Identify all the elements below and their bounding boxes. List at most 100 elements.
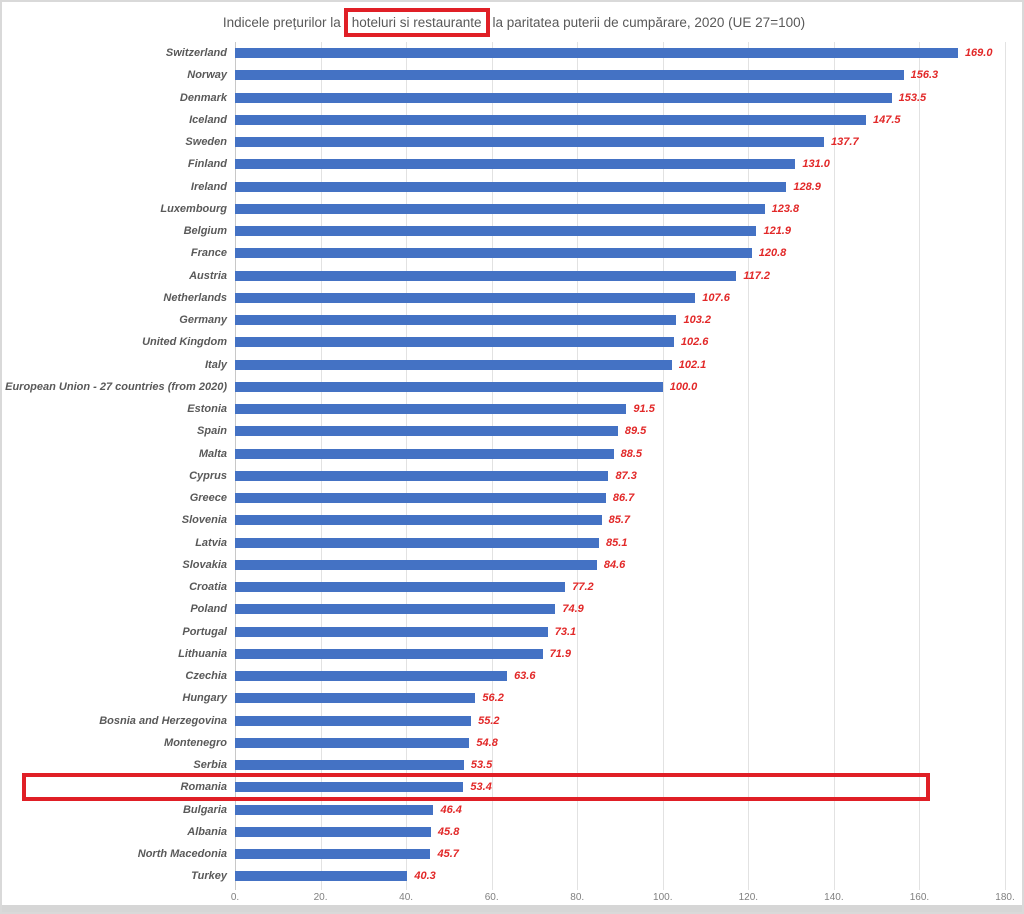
- category-label: Finland: [187, 158, 227, 171]
- bar: [235, 159, 796, 170]
- chart-row: Estonia 91.5: [2, 398, 1024, 420]
- chart-row: Finland 131.0: [2, 153, 1024, 175]
- value-label: 55.2: [478, 714, 500, 727]
- bottom-border-strip: [2, 905, 1022, 912]
- bar-track: 88.5: [235, 443, 1005, 465]
- bar-track: 45.7: [235, 843, 1005, 865]
- gridline: [320, 42, 322, 890]
- category-label: Bosnia and Herzegovina: [99, 714, 227, 727]
- value-label: 153.5: [898, 91, 927, 104]
- bar: [235, 693, 476, 704]
- chart-row: Serbia 53.5: [2, 754, 1024, 776]
- value-label: 53.5: [470, 759, 493, 772]
- bar: [235, 559, 597, 570]
- gridline: [919, 42, 921, 890]
- chart-row: Sweden 137.7: [2, 131, 1024, 153]
- bar: [235, 48, 958, 59]
- bar: [235, 826, 431, 837]
- bar-track: 46.4: [235, 799, 1005, 821]
- category-label: Cyprus: [189, 469, 227, 482]
- bar-track: 54.8: [235, 732, 1005, 754]
- bar: [235, 381, 663, 392]
- category-label: Turkey: [191, 870, 227, 883]
- bar-track: 73.1: [235, 621, 1005, 643]
- value-label: 121.9: [763, 225, 791, 238]
- value-label: 103.2: [683, 314, 711, 327]
- bar: [235, 404, 627, 415]
- bar-track: 56.2: [235, 687, 1005, 709]
- category-label: Albania: [187, 825, 227, 838]
- category-label: Germany: [179, 314, 227, 327]
- bar-track: 103.2: [235, 309, 1005, 331]
- chart-row: Lithuania 71.9: [2, 643, 1024, 665]
- value-label: 147.5: [872, 113, 901, 126]
- value-label: 128.9: [793, 180, 821, 193]
- bar: [235, 470, 609, 481]
- bar-track: 102.1: [235, 354, 1005, 376]
- category-label: Portugal: [182, 625, 227, 638]
- bar: [235, 515, 602, 526]
- category-label: Italy: [204, 358, 227, 371]
- category-label: Spain: [197, 425, 227, 438]
- bar: [235, 226, 757, 237]
- value-label: 77.2: [572, 581, 594, 594]
- chart-row: Montenegro 54.8: [2, 732, 1024, 754]
- bar-track: 84.6: [235, 554, 1005, 576]
- chart-row: Belgium 121.9: [2, 220, 1024, 242]
- value-label: 123.8: [771, 202, 800, 215]
- bar: [235, 248, 752, 259]
- gridline: [1005, 42, 1006, 890]
- bar-track: 63.6: [235, 665, 1005, 687]
- value-label: 117.2: [743, 269, 771, 282]
- bar-track: 123.8: [235, 198, 1005, 220]
- chart-row: Norway 156.3: [2, 64, 1024, 86]
- x-tick-label: 60.: [484, 892, 499, 903]
- chart-row: Turkey 40.3: [2, 865, 1024, 887]
- chart-row: Netherlands 107.6: [2, 287, 1024, 309]
- category-label: Malta: [198, 447, 227, 460]
- bar-track: 87.3: [235, 465, 1005, 487]
- category-label: Croatia: [189, 581, 227, 594]
- value-label: 63.6: [514, 670, 536, 683]
- value-label: 53.4: [470, 781, 492, 794]
- value-label: 40.3: [414, 870, 436, 883]
- chart-row: Portugal 73.1: [2, 621, 1024, 643]
- chart-row: Cyprus 87.3: [2, 465, 1024, 487]
- category-label: Hungary: [182, 692, 227, 705]
- bar-track: 137.7: [235, 131, 1005, 153]
- bar: [235, 114, 866, 125]
- bar: [235, 582, 566, 593]
- bar-track: 131.0: [235, 153, 1005, 175]
- bar-track: 153.5: [235, 87, 1005, 109]
- bar: [235, 804, 434, 815]
- value-label: 137.7: [831, 136, 859, 149]
- chart-row: Malta 88.5: [2, 443, 1024, 465]
- bar: [235, 537, 600, 548]
- bar-track: 128.9: [235, 176, 1005, 198]
- chart-row: Greece 86.7: [2, 487, 1024, 509]
- category-label: Austria: [189, 269, 227, 282]
- value-label: 131.0: [802, 158, 830, 171]
- bar-track: 91.5: [235, 398, 1005, 420]
- value-label: 100.0: [669, 380, 698, 393]
- chart-row: Denmark 153.5: [2, 87, 1024, 109]
- bar: [235, 70, 904, 81]
- bar: [235, 782, 464, 793]
- chart-title-highlighted-phrase: hoteluri si restaurante: [351, 14, 482, 30]
- chart-row: Italy 102.1: [2, 354, 1024, 376]
- chart-row: Slovakia 84.6: [2, 554, 1024, 576]
- category-label: Switzerland: [165, 47, 227, 60]
- bar: [235, 871, 408, 882]
- chart-row: Albania 45.8: [2, 821, 1024, 843]
- category-label: Iceland: [189, 113, 227, 126]
- bar: [235, 715, 472, 726]
- value-label: 91.5: [633, 403, 655, 416]
- category-label: Slovakia: [182, 558, 227, 571]
- bar-track: 45.8: [235, 821, 1005, 843]
- bar: [235, 737, 470, 748]
- category-label: Czechia: [185, 670, 227, 683]
- title-highlight-box: hoteluri si restaurante: [343, 7, 490, 37]
- chart-row: Romania 53.4: [2, 773, 1024, 802]
- chart-row: France 120.8: [2, 242, 1024, 264]
- category-label: France: [190, 247, 227, 260]
